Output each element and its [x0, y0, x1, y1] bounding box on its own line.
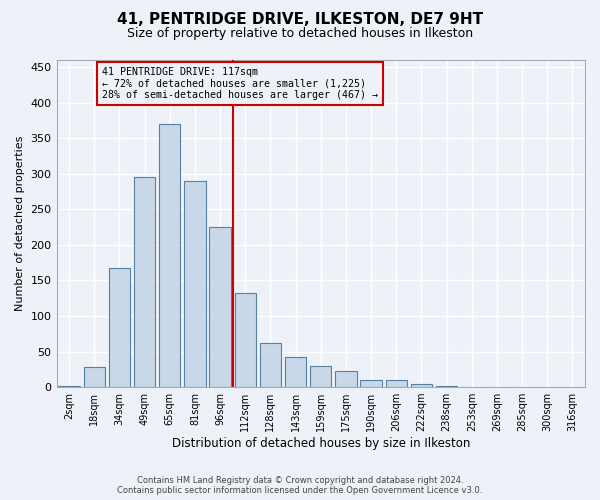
Bar [386, 380, 407, 387]
Bar [335, 372, 356, 387]
Bar [285, 356, 307, 387]
X-axis label: Distribution of detached houses by size in Ilkeston: Distribution of detached houses by size … [172, 437, 470, 450]
Bar [209, 227, 231, 387]
Bar [83, 367, 105, 387]
Bar [134, 178, 155, 387]
Bar [361, 380, 382, 387]
Bar [310, 366, 331, 387]
Bar [411, 384, 432, 387]
Bar [109, 268, 130, 387]
Bar [436, 386, 457, 387]
Y-axis label: Number of detached properties: Number of detached properties [15, 136, 25, 311]
Text: 41, PENTRIDGE DRIVE, ILKESTON, DE7 9HT: 41, PENTRIDGE DRIVE, ILKESTON, DE7 9HT [117, 12, 483, 28]
Bar [159, 124, 181, 387]
Bar [184, 181, 206, 387]
Text: Contains HM Land Registry data © Crown copyright and database right 2024.
Contai: Contains HM Land Registry data © Crown c… [118, 476, 482, 495]
Bar [235, 292, 256, 387]
Text: 41 PENTRIDGE DRIVE: 117sqm
← 72% of detached houses are smaller (1,225)
28% of s: 41 PENTRIDGE DRIVE: 117sqm ← 72% of deta… [102, 67, 378, 100]
Text: Size of property relative to detached houses in Ilkeston: Size of property relative to detached ho… [127, 28, 473, 40]
Bar [58, 386, 80, 387]
Bar [260, 343, 281, 387]
